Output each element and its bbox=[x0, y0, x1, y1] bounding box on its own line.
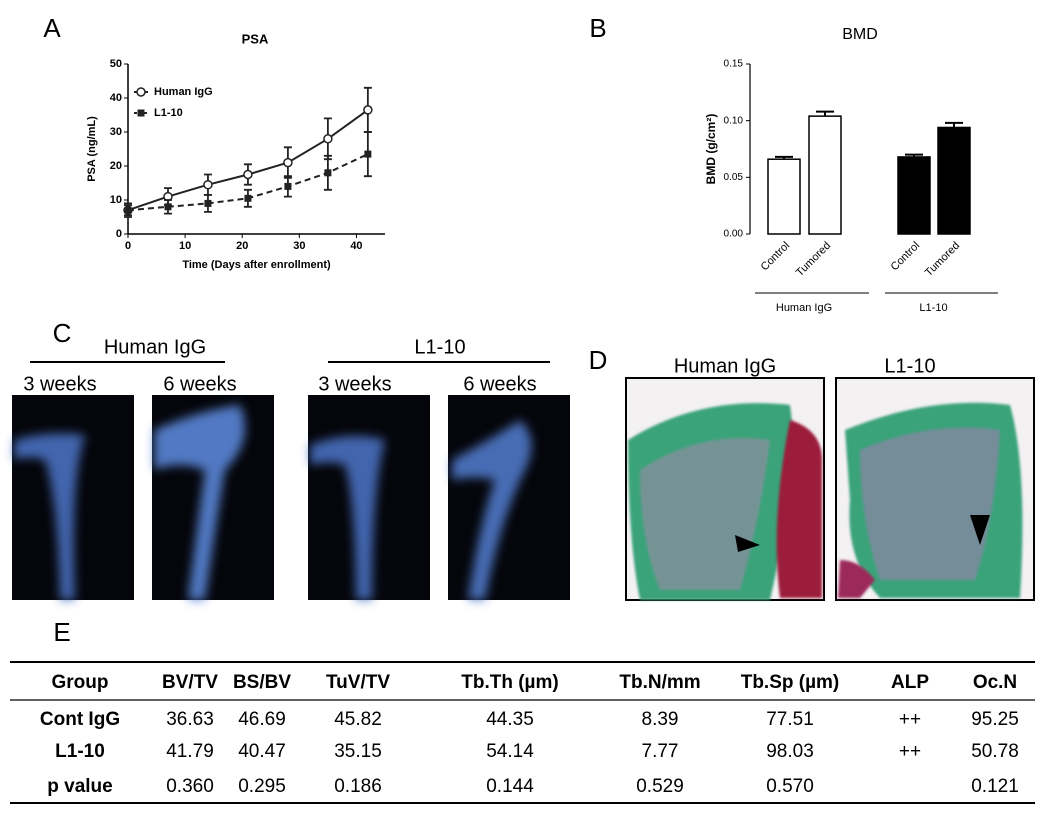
y-tick-label: 0.15 bbox=[724, 59, 744, 70]
table-header: Tb.Th (µm) bbox=[461, 672, 558, 693]
table-cell: 95.25 bbox=[971, 709, 1019, 730]
x-tick-label: 40 bbox=[350, 240, 362, 252]
table-header: Group bbox=[52, 672, 109, 693]
image-label: L1-10 bbox=[884, 355, 935, 377]
row-label: L1-10 bbox=[55, 741, 105, 762]
bar bbox=[937, 126, 971, 235]
table-cell: 41.79 bbox=[166, 741, 214, 762]
histology-images bbox=[625, 377, 1035, 601]
table-cell: 0.529 bbox=[636, 776, 684, 797]
marker bbox=[136, 87, 146, 97]
time-label: 3 weeks bbox=[23, 373, 96, 395]
marker bbox=[124, 206, 132, 214]
table-cell: 36.63 bbox=[166, 709, 214, 730]
image-label: Human IgG bbox=[674, 355, 776, 377]
y-tick-label: 10 bbox=[110, 194, 122, 206]
y-tick-label: 20 bbox=[110, 160, 122, 172]
table-cell: 40.47 bbox=[238, 741, 286, 762]
legend-label: L1-10 bbox=[154, 107, 183, 119]
table-cell: 8.39 bbox=[642, 709, 679, 730]
x-tick-label: Tumored bbox=[794, 240, 833, 279]
table-header: Tb.Sp (µm) bbox=[741, 672, 840, 693]
x-tick-label: 0 bbox=[125, 240, 131, 252]
bar bbox=[897, 156, 931, 235]
y-tick-label: 50 bbox=[110, 58, 122, 70]
y-tick-label: 0.10 bbox=[724, 115, 744, 126]
chart-title: PSA bbox=[242, 31, 269, 46]
table-cell: 0.144 bbox=[486, 776, 534, 797]
panel-label: A bbox=[43, 13, 61, 43]
xray-images bbox=[12, 395, 570, 600]
table-cell: 0.360 bbox=[166, 776, 214, 797]
marker bbox=[284, 182, 292, 190]
table-cell: 45.82 bbox=[334, 709, 382, 730]
marker bbox=[244, 194, 252, 202]
x-tick-label: 30 bbox=[293, 240, 305, 252]
table-cell: 35.15 bbox=[334, 741, 382, 762]
table-header: BS/BV bbox=[233, 672, 291, 693]
table-cell: 0.295 bbox=[238, 776, 286, 797]
marker bbox=[283, 157, 293, 168]
table-cell: 7.77 bbox=[642, 741, 679, 762]
marker bbox=[324, 169, 332, 177]
table-header: BV/TV bbox=[162, 672, 218, 693]
marker bbox=[164, 203, 172, 211]
time-label: 3 weeks bbox=[318, 373, 391, 395]
x-tick-label: Control bbox=[759, 240, 793, 274]
marker bbox=[363, 105, 373, 115]
table-cell: 0.186 bbox=[334, 776, 382, 797]
marker bbox=[203, 179, 213, 190]
table-cell: 0.121 bbox=[971, 776, 1019, 797]
panel-label: E bbox=[53, 617, 70, 647]
chart-title: BMD bbox=[842, 26, 878, 43]
marker bbox=[204, 199, 212, 207]
x-tick-label: 20 bbox=[236, 240, 248, 252]
table-cell: 98.03 bbox=[766, 741, 814, 762]
y-tick-label: 0.05 bbox=[724, 172, 744, 183]
panel-label: C bbox=[53, 318, 72, 348]
marker bbox=[323, 134, 333, 144]
bar bbox=[767, 158, 801, 235]
table-cell: ++ bbox=[899, 741, 921, 762]
group-label: L1-10 bbox=[414, 336, 465, 358]
y-axis-label: BMD (g/cm²) bbox=[704, 114, 718, 185]
y-axis-label: PSA (ng/mL) bbox=[86, 116, 98, 182]
panel-label: B bbox=[589, 13, 606, 43]
group-label: L1-10 bbox=[919, 302, 947, 314]
x-tick-label: Control bbox=[889, 240, 923, 274]
table-cell: 44.35 bbox=[486, 709, 534, 730]
error-bar bbox=[945, 121, 963, 128]
x-tick-label: Tumored bbox=[923, 240, 962, 279]
table-header: TuV/TV bbox=[326, 672, 390, 693]
time-label: 6 weeks bbox=[463, 373, 536, 395]
y-tick-label: 40 bbox=[110, 92, 122, 104]
marker bbox=[364, 150, 372, 158]
table-cell: 54.14 bbox=[486, 741, 534, 762]
x-tick-label: 10 bbox=[179, 240, 191, 252]
table-header: Oc.N bbox=[973, 672, 1017, 693]
table-header: ALP bbox=[891, 672, 929, 693]
group-label: Human IgG bbox=[776, 302, 832, 314]
table-header: Tb.N/mm bbox=[619, 672, 700, 693]
y-tick-label: 30 bbox=[110, 126, 122, 138]
table-cell: 0.570 bbox=[766, 776, 814, 797]
table-cell: 50.78 bbox=[971, 741, 1019, 762]
y-tick-label: 0 bbox=[116, 228, 122, 240]
table-cell: ++ bbox=[899, 709, 921, 730]
row-label: Cont IgG bbox=[40, 709, 120, 730]
marker bbox=[137, 109, 145, 117]
error-bar bbox=[816, 110, 834, 117]
legend-label: Human IgG bbox=[154, 86, 213, 98]
bar bbox=[808, 115, 842, 235]
marker bbox=[243, 169, 253, 180]
row-label: p value bbox=[47, 776, 112, 797]
x-axis-label: Time (Days after enrollment) bbox=[182, 259, 331, 271]
time-label: 6 weeks bbox=[163, 373, 236, 395]
group-label: Human IgG bbox=[104, 336, 206, 358]
table-cell: 46.69 bbox=[238, 709, 286, 730]
table-cell: 77.51 bbox=[766, 709, 814, 730]
y-tick-label: 0.00 bbox=[724, 229, 744, 240]
panel-label: D bbox=[589, 345, 608, 375]
